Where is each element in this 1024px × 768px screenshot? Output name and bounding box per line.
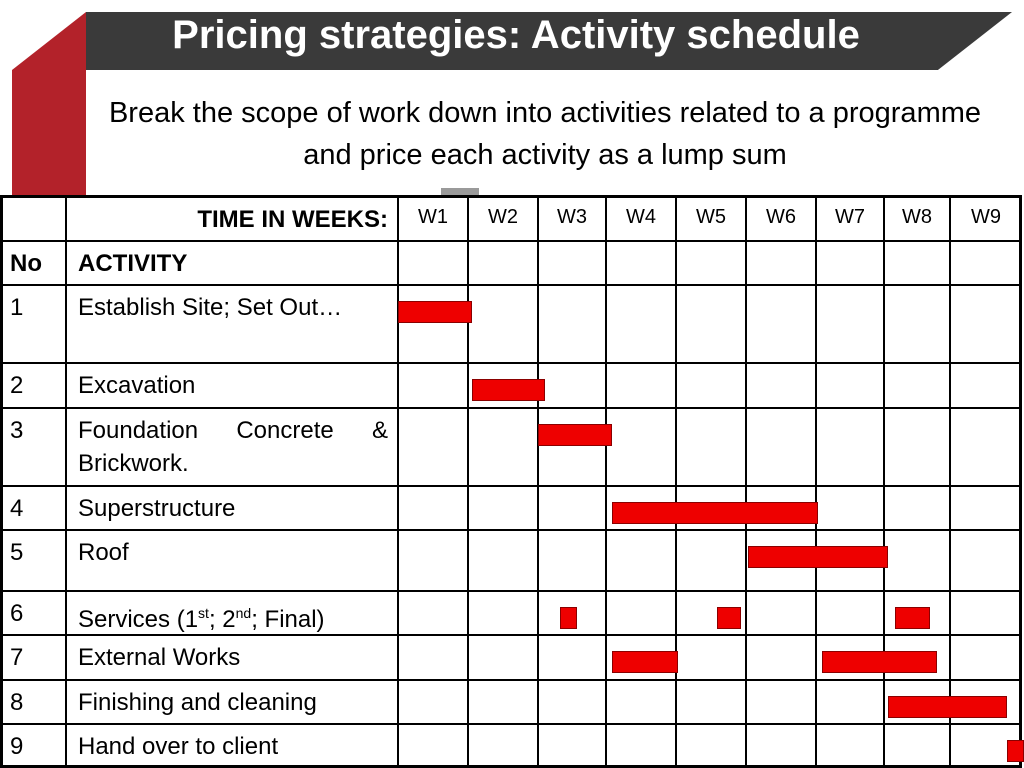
activity-name: Services (1st; 2nd; Final) [78,605,325,633]
grid-line-horizontal [0,284,1022,286]
gantt-bar [888,696,1007,718]
gantt-bar [895,607,930,629]
grid-line-vertical [949,195,951,768]
row-number: 6 [10,600,24,627]
gantt-bar [716,607,741,629]
week-header-w6: W6 [766,206,796,228]
gantt-bar [821,651,937,673]
grid-line-vertical [745,195,747,768]
gantt-bar [398,301,472,323]
activity-name: Establish Site; Set Out… [78,294,343,321]
gantt-bar [611,502,818,524]
row-number: 7 [10,644,24,671]
week-header-w9: W9 [971,206,1001,228]
gantt-bar [560,607,578,629]
gray-marker [441,188,479,196]
week-header-w7: W7 [835,206,865,228]
grid-line-horizontal [0,485,1022,487]
activity-name: Excavation [78,372,196,399]
row-number: 8 [10,689,24,716]
gantt-bar [1007,740,1024,762]
grid-line-vertical [397,195,399,768]
grid-line-horizontal [0,362,1022,364]
grid-line-horizontal [0,723,1022,725]
grid-line-horizontal [0,634,1022,636]
activity-name: Roof [78,539,129,566]
row-number: 2 [10,372,24,399]
activity-name: Finishing and cleaning [78,689,317,716]
grid-line-vertical [815,195,817,768]
slide-title: Pricing strategies: Activity schedule [172,13,860,57]
week-header-w5: W5 [696,206,726,228]
grid-line-vertical [65,195,67,768]
row-number: 4 [10,495,24,522]
title-bar [86,12,1012,70]
gantt-bar [611,651,678,673]
grid-line-vertical [883,195,885,768]
grid-line-vertical [537,195,539,768]
activity-name: Foundation Concrete & Brickwork. [78,417,388,477]
superscript: nd [235,605,252,621]
grid-line-horizontal [0,679,1022,681]
week-header-w1: W1 [418,206,448,228]
row-number: 9 [10,733,24,760]
grid-line-horizontal [0,529,1022,531]
activity-name: External Works [78,644,241,671]
activity-name: Hand over to client [78,733,279,760]
superscript: st [198,605,209,621]
grid-line-horizontal [0,407,1022,409]
week-header-w4: W4 [626,206,656,228]
grid-line-vertical [675,195,677,768]
row-number: 5 [10,539,24,566]
activity-name: Superstructure [78,495,236,522]
grid-line-horizontal [0,240,1022,242]
no-column-header: No [10,250,42,277]
week-header-w3: W3 [557,206,587,228]
grid-line-vertical [467,195,469,768]
slide-subtitle: Break the scope of work down into activi… [108,97,982,171]
gantt-bar [471,379,545,401]
activity-schedule-table: TIME IN WEEKS: W1 W2 W3 W4 W5 W6 W7 W8 W9 No ACTIVI… [0,195,1024,768]
grid-line-horizontal [0,590,1022,592]
gantt-bar [748,546,888,568]
row-number: 3 [10,417,24,444]
time-in-weeks-header: TIME IN WEEKS: [197,206,388,233]
row-number: 1 [10,294,24,321]
week-header-w2: W2 [488,206,518,228]
gantt-bar [538,424,612,446]
week-header-w8: W8 [902,206,932,228]
grid-line-vertical [605,195,607,768]
activity-column-header: ACTIVITY [78,250,188,277]
